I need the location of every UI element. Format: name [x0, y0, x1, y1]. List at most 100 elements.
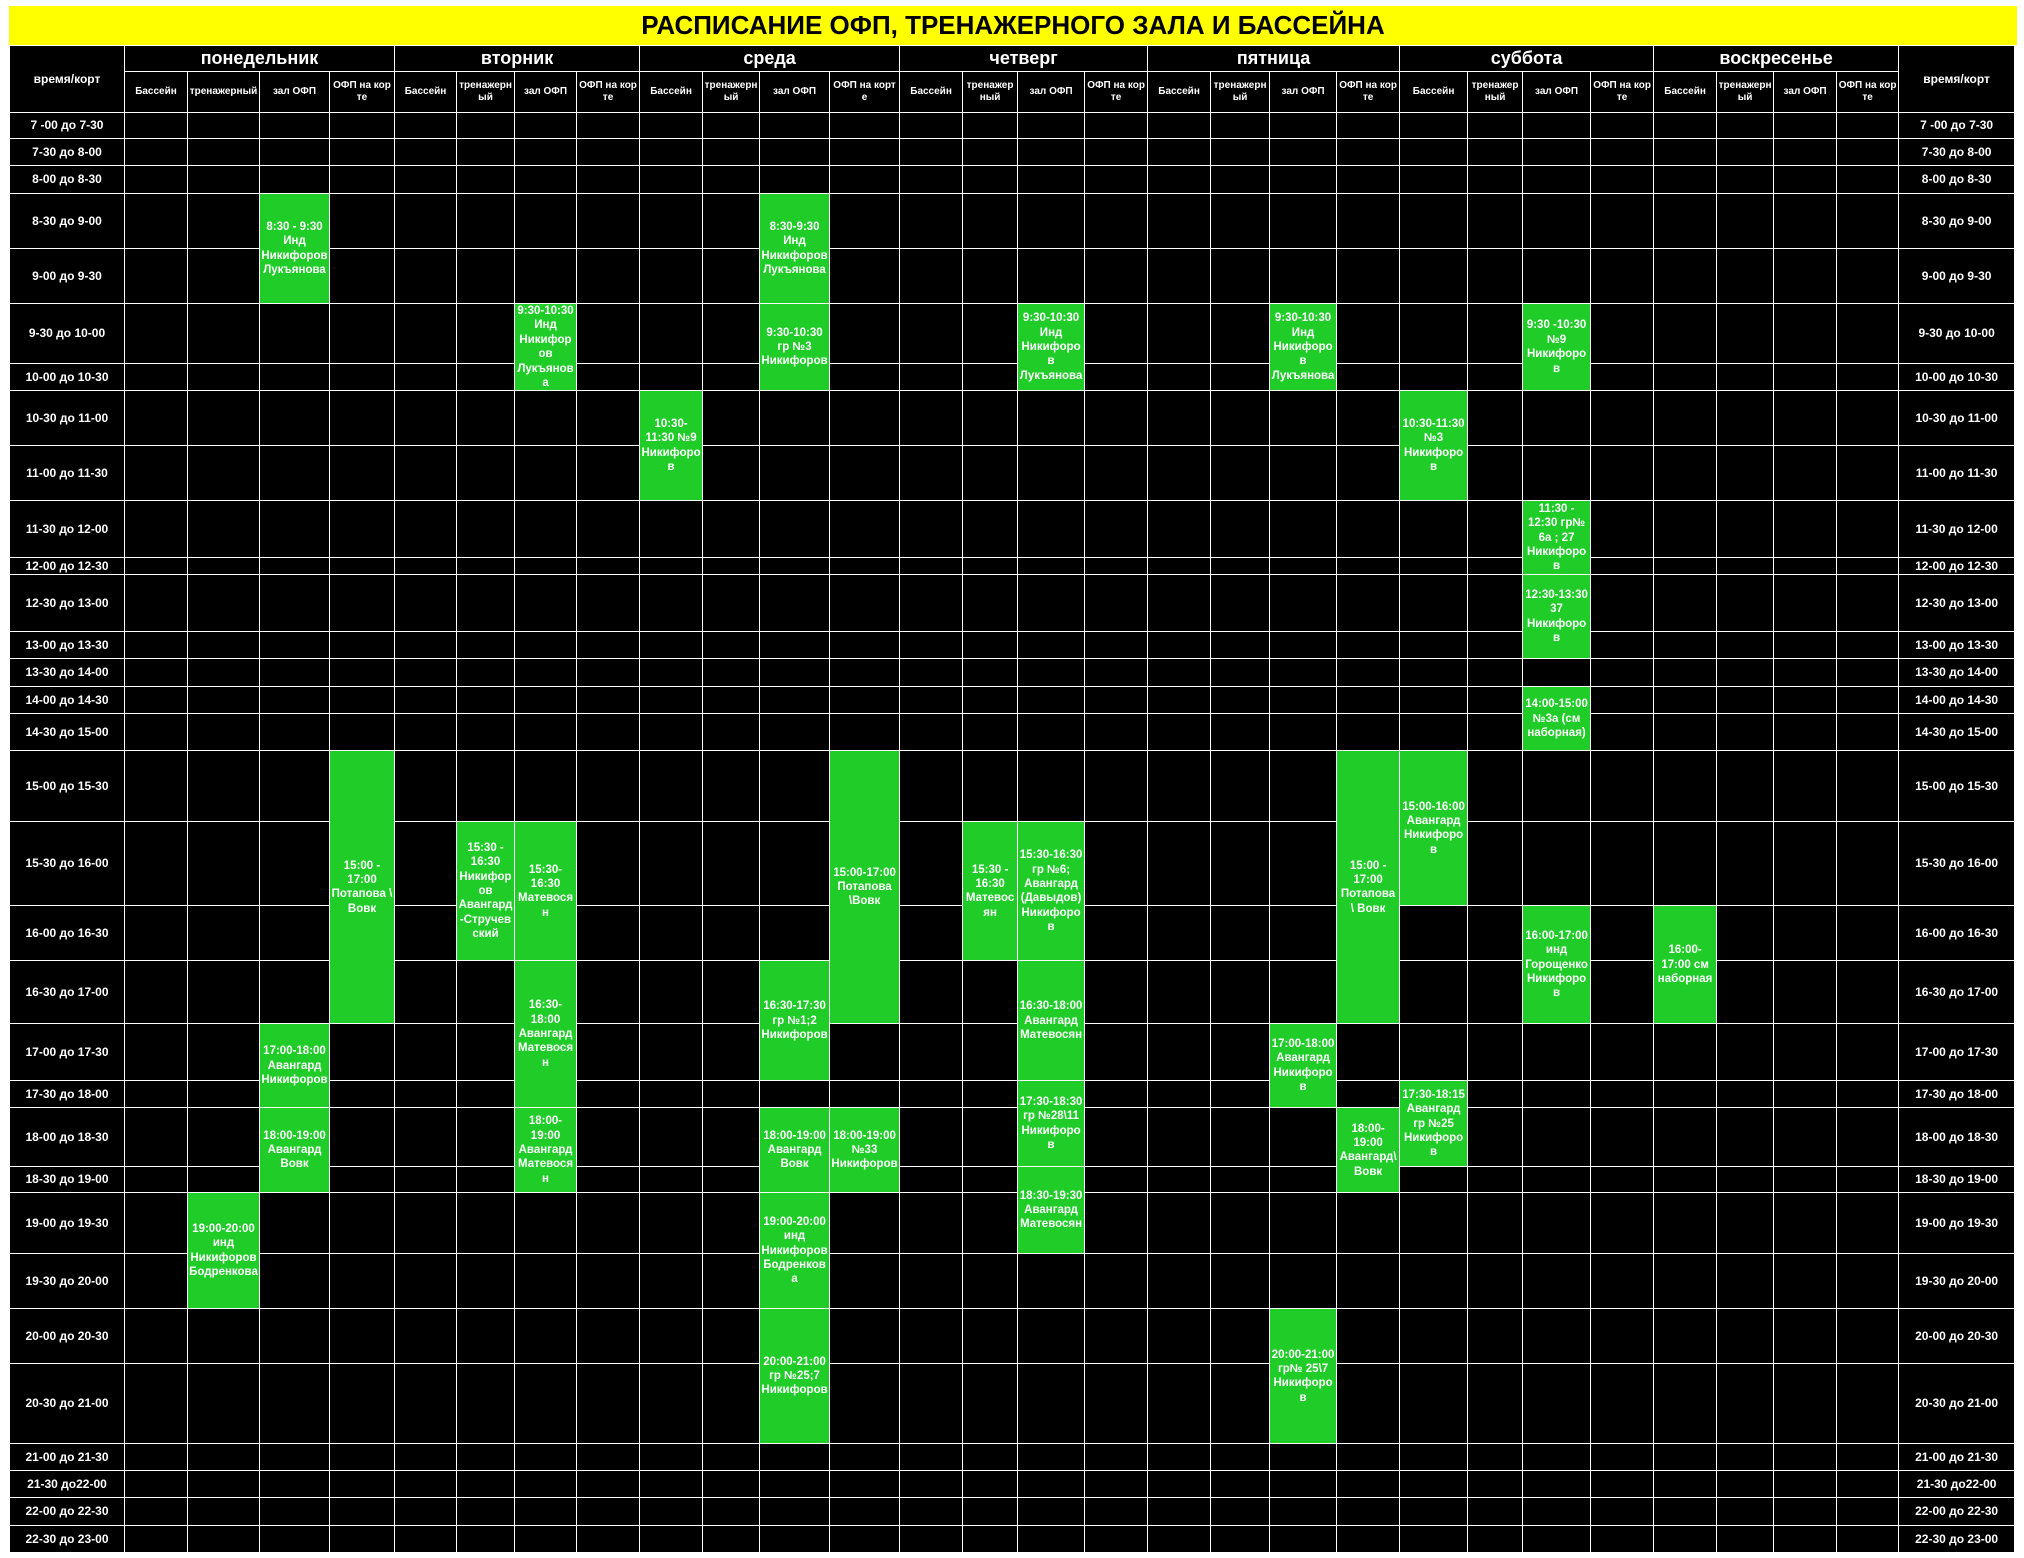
time-label: 20-00 до 20-30	[1898, 1308, 2016, 1365]
column-name: ОФП на корте	[576, 71, 641, 113]
empty-cell	[394, 138, 458, 166]
empty-cell	[639, 1023, 704, 1082]
time-row: 19-00 до 19-30 19:00-20:00 инд Никифоров …	[9, 1192, 2016, 1310]
empty-cell	[1467, 1080, 1524, 1109]
empty-cell	[1017, 138, 1086, 166]
empty-cell	[1336, 1023, 1401, 1082]
time-label: 7-30 до 8-00	[1898, 138, 2016, 166]
empty-cell	[1084, 500, 1149, 559]
empty-cell	[962, 303, 1019, 364]
empty-cell	[394, 1443, 458, 1472]
empty-cell	[514, 574, 578, 633]
empty-cell	[702, 165, 761, 194]
empty-cell	[899, 557, 964, 576]
empty-cell	[1147, 821, 1212, 907]
empty-cell	[899, 362, 964, 392]
empty-cell	[1590, 1107, 1655, 1168]
time-label: 14-00 до 14-30	[1898, 686, 2016, 715]
time-label: 13-00 до 13-30	[9, 631, 125, 660]
empty-cell	[259, 905, 330, 962]
empty-cell	[124, 960, 188, 1025]
empty-cell	[962, 574, 1019, 633]
session: 15:00 - 17:00 Потапова \ Вовк	[328, 750, 396, 1025]
empty-cell	[1147, 1080, 1212, 1109]
time-label: 19-00 до 19-30	[1898, 1192, 2016, 1255]
empty-cell	[1590, 1443, 1655, 1472]
empty-cell	[962, 165, 1019, 194]
empty-cell	[456, 658, 516, 688]
empty-cell	[1590, 1497, 1655, 1527]
empty-cell	[899, 1308, 964, 1365]
empty-cell	[1836, 390, 1900, 447]
empty-cell	[1210, 500, 1271, 559]
empty-cell	[1336, 165, 1401, 194]
empty-cell	[1716, 193, 1775, 249]
empty-cell	[1269, 905, 1338, 962]
empty-cell	[1836, 193, 1900, 249]
empty-cell	[514, 686, 578, 715]
empty-cell	[639, 1308, 704, 1365]
empty-cell	[829, 362, 901, 392]
empty-cell	[759, 1470, 831, 1499]
empty-cell	[1017, 390, 1086, 447]
session: 9:30-10:30 Инд Никифоров Лукъянова	[1269, 302, 1338, 392]
empty-cell	[1716, 165, 1775, 194]
empty-cell	[259, 821, 330, 907]
empty-cell	[1399, 193, 1469, 249]
empty-cell	[576, 905, 641, 962]
empty-cell	[394, 960, 458, 1025]
empty-cell	[124, 1443, 188, 1472]
empty-cell	[1467, 960, 1524, 1025]
empty-cell	[576, 303, 641, 364]
empty-cell	[1836, 1443, 1900, 1472]
empty-cell	[1836, 750, 1900, 823]
empty-cell	[899, 303, 964, 364]
column-name: тренажерный	[702, 71, 761, 113]
empty-cell	[1336, 390, 1401, 447]
empty-cell	[1590, 557, 1655, 576]
empty-cell	[514, 445, 578, 502]
empty-cell	[259, 1363, 330, 1445]
empty-cell	[899, 138, 964, 166]
empty-cell	[1653, 750, 1718, 823]
empty-cell	[1653, 165, 1718, 194]
session: 12:30-13:30 37 Никифоров	[1522, 574, 1592, 660]
empty-cell	[829, 557, 901, 576]
empty-cell	[899, 500, 964, 559]
empty-cell	[1147, 1023, 1212, 1082]
empty-cell	[1084, 1192, 1149, 1255]
time-row: 19-30 до 20-00 19-30 до 20-00	[9, 1253, 2016, 1310]
empty-cell	[1336, 631, 1401, 660]
empty-cell	[1210, 960, 1271, 1025]
empty-cell	[576, 138, 641, 166]
time-label: 14-30 до 15-00	[9, 713, 125, 752]
empty-cell	[1522, 1080, 1592, 1109]
empty-cell	[1522, 445, 1592, 502]
empty-cell	[1210, 574, 1271, 633]
empty-cell	[1716, 631, 1775, 660]
empty-cell	[1269, 1253, 1338, 1310]
empty-cell	[1773, 1107, 1838, 1168]
empty-cell	[639, 303, 704, 364]
empty-cell	[1084, 686, 1149, 715]
empty-cell	[1773, 138, 1838, 166]
empty-cell	[1336, 1470, 1401, 1499]
empty-cell	[702, 1023, 761, 1082]
empty-cell	[576, 1308, 641, 1365]
empty-cell	[759, 821, 831, 907]
empty-cell	[1017, 631, 1086, 660]
empty-cell	[187, 1470, 260, 1499]
empty-cell	[1836, 1166, 1900, 1194]
empty-cell	[759, 905, 831, 962]
empty-cell	[394, 905, 458, 962]
empty-cell	[1399, 1470, 1469, 1499]
empty-cell	[514, 1363, 578, 1445]
empty-cell	[259, 574, 330, 633]
column-name: тренажерный	[456, 71, 516, 113]
empty-cell	[576, 362, 641, 392]
empty-cell	[456, 165, 516, 194]
empty-cell	[187, 750, 260, 823]
empty-cell	[456, 445, 516, 502]
empty-cell	[702, 1192, 761, 1255]
empty-cell	[829, 1192, 901, 1255]
